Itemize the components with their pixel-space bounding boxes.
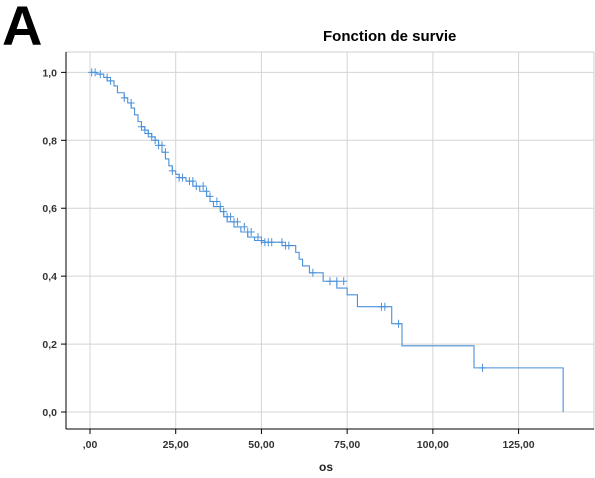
plot-frame <box>65 51 595 430</box>
x-tick-label: 125,00 <box>503 439 535 451</box>
x-tick-label: ,00 <box>83 439 98 451</box>
censor-mark <box>91 68 99 77</box>
censor-mark <box>192 182 200 191</box>
x-tick-label: 75,00 <box>334 439 360 451</box>
censor-mark <box>158 141 166 150</box>
censor-mark <box>189 177 197 186</box>
censor-mark <box>216 202 224 211</box>
chart-title: Fonction de survie <box>323 28 457 45</box>
axis-ticks: 0,0 0,2 0,4 0,6 0,8 1,0 ,00 25,00 50,00 75,00 100,… <box>42 67 534 451</box>
censor-mark <box>127 98 135 107</box>
censor-mark <box>395 319 403 328</box>
y-tick-label: 1,0 <box>42 67 57 79</box>
censor-mark <box>340 277 348 286</box>
censor-mark <box>107 76 115 85</box>
censor-mark <box>285 241 293 250</box>
censor-mark <box>144 129 152 138</box>
censor-mark <box>151 136 159 145</box>
x-tick-label: 50,00 <box>248 439 274 451</box>
censor-mark <box>179 173 187 182</box>
x-tick-label: 100,00 <box>417 439 449 451</box>
y-tick-label: 0,8 <box>42 135 57 147</box>
panel-label: A <box>2 0 43 57</box>
survival-curve-layer <box>90 71 564 413</box>
censor-mark <box>168 166 176 175</box>
censor-mark <box>278 238 286 247</box>
censor-mark <box>120 93 128 102</box>
censor-mark <box>257 236 265 245</box>
survival-curve <box>90 71 564 413</box>
censor-mark <box>203 187 211 196</box>
x-axis-title: os <box>319 460 333 474</box>
censor-mark <box>479 363 487 372</box>
y-tick-label: 0,0 <box>42 407 57 419</box>
censor-mark <box>148 132 156 141</box>
x-tick-label: 25,00 <box>163 439 189 451</box>
censor-mark <box>199 182 207 191</box>
censor-mark <box>254 233 262 242</box>
censor-mark <box>96 70 104 79</box>
censor-mark <box>206 192 214 201</box>
y-tick-label: 0,6 <box>42 203 57 215</box>
censor-mark <box>233 217 241 226</box>
censor-mark <box>333 277 341 286</box>
censor-mark <box>309 268 317 277</box>
censor-mark <box>213 197 221 206</box>
censor-mark <box>103 73 111 82</box>
censor-mark <box>137 122 145 131</box>
y-tick-label: 0,2 <box>42 339 57 351</box>
censor-mark <box>268 238 276 247</box>
censor-mark <box>326 277 334 286</box>
grid-lines <box>66 52 594 429</box>
censor-marks <box>88 68 487 372</box>
censor-mark <box>220 207 228 216</box>
censor-mark <box>141 126 149 135</box>
censor-mark <box>161 148 169 157</box>
censor-mark <box>247 228 255 237</box>
censor-mark <box>240 222 248 231</box>
censor-mark <box>381 302 389 311</box>
y-tick-label: 0,4 <box>42 271 57 283</box>
censor-mark <box>227 212 235 221</box>
